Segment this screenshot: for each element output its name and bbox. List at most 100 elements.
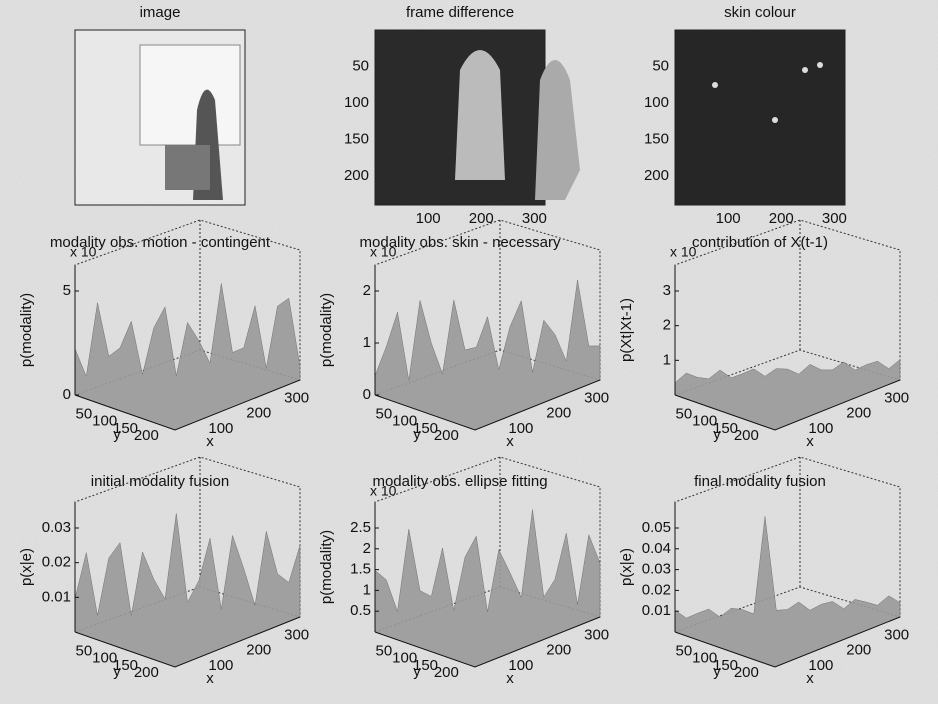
y-tick-label: 200 — [734, 664, 759, 681]
panel-title: modality obs. motion - contingent — [50, 234, 271, 251]
x-axis-label: x — [206, 670, 214, 687]
scale-label: x 10 — [70, 244, 97, 260]
y-tick-label: 150 — [413, 420, 438, 437]
z-tick-label: 0.04 — [642, 540, 671, 557]
z-tick-label: 1 — [363, 581, 371, 598]
z-axis-label: p(modality) — [18, 293, 35, 367]
x-tick-label: 300 — [884, 627, 909, 644]
x-tick-label: 300 — [284, 390, 309, 407]
y-tick-label: 100 — [392, 650, 417, 667]
y-tick-label: 100 — [392, 413, 417, 430]
surface — [674, 359, 901, 431]
y-tick-label: 150 — [344, 130, 369, 147]
z-tick-label: 2 — [363, 282, 371, 299]
y-tick-label: 150 — [713, 420, 738, 437]
z-axis-label: p(modality) — [318, 530, 335, 604]
y-tick-label: 200 — [134, 427, 159, 444]
surface — [74, 283, 301, 431]
floor-edge — [374, 616, 601, 668]
silhouette — [535, 60, 580, 200]
z-tick-label: 2 — [663, 317, 671, 334]
y-tick-label: 200 — [434, 664, 459, 681]
z-tick-label: 1 — [663, 351, 671, 368]
y-axis-label: y — [413, 426, 421, 443]
surface — [374, 279, 601, 431]
x-tick-label: 100 — [508, 420, 533, 437]
y-tick-label: 100 — [344, 94, 369, 111]
x-tick-label: 300 — [884, 390, 909, 407]
y-tick-label: 50 — [352, 57, 369, 74]
y-tick-label: 100 — [644, 94, 669, 111]
x-tick-label: 300 — [584, 390, 609, 407]
z-tick-label: 0.03 — [42, 519, 71, 536]
surface — [374, 509, 601, 668]
skin-blob — [772, 117, 778, 123]
z-tick-label: 0.01 — [42, 588, 71, 605]
z-axis-label: p(x|e) — [618, 548, 635, 586]
panel-title: frame difference — [406, 4, 514, 21]
x-tick-label: 200 — [546, 405, 571, 422]
y-axis-label: y — [113, 426, 121, 443]
z-tick-label: 0.5 — [350, 602, 371, 619]
x-tick-label: 300 — [822, 210, 847, 227]
x-tick-label: 100 — [808, 657, 833, 674]
cart — [165, 145, 210, 190]
z-tick-label: 0.03 — [642, 561, 671, 578]
window — [139, 44, 241, 146]
x-axis-label: x — [206, 433, 214, 450]
skin-blob — [802, 67, 808, 73]
x-tick-label: 300 — [284, 627, 309, 644]
x-axis-label: x — [806, 670, 814, 687]
y-tick-label: 150 — [113, 657, 138, 674]
y-tick-label: 50 — [675, 405, 692, 422]
y-tick-label: 200 — [434, 427, 459, 444]
y-tick-label: 150 — [113, 420, 138, 437]
x-tick-label: 100 — [416, 210, 441, 227]
z-tick-label: 0.02 — [42, 554, 71, 571]
x-axis-label: x — [806, 433, 814, 450]
z-tick-label: 1.5 — [350, 561, 371, 578]
surface — [674, 516, 901, 668]
y-tick-label: 100 — [692, 650, 717, 667]
y-tick-label: 50 — [375, 642, 392, 659]
z-tick-label: 0 — [63, 386, 71, 403]
panel-title: initial modality fusion — [91, 473, 229, 490]
x-tick-label: 300 — [522, 210, 547, 227]
y-tick-label: 200 — [344, 167, 369, 184]
surface — [74, 513, 301, 668]
z-tick-label: 1 — [363, 334, 371, 351]
x-tick-label: 200 — [246, 642, 271, 659]
y-axis-label: y — [713, 663, 721, 680]
y-tick-label: 100 — [92, 413, 117, 430]
floor-edge — [674, 616, 901, 668]
y-tick-label: 50 — [75, 405, 92, 422]
skin-blob — [712, 82, 718, 88]
z-axis-label: p(x|e) — [18, 548, 35, 586]
scale-label: x 10 — [370, 483, 397, 499]
x-tick-label: 200 — [846, 642, 871, 659]
x-tick-label: 100 — [808, 420, 833, 437]
x-tick-label: 200 — [846, 405, 871, 422]
panel-title: skin colour — [724, 4, 796, 21]
z-tick-label: 2 — [363, 540, 371, 557]
floor-edge — [674, 379, 901, 431]
z-tick-label: 0.01 — [642, 602, 671, 619]
x-tick-label: 200 — [246, 405, 271, 422]
x-tick-label: 200 — [769, 210, 794, 227]
floor-edge — [374, 379, 601, 431]
x-tick-label: 100 — [508, 657, 533, 674]
z-tick-label: 0 — [363, 386, 371, 403]
x-tick-label: 100 — [716, 210, 741, 227]
y-tick-label: 50 — [75, 642, 92, 659]
y-tick-label: 200 — [734, 427, 759, 444]
x-axis-label: x — [506, 670, 514, 687]
panel-title: image — [140, 4, 181, 21]
scale-label: x 10 — [670, 244, 697, 260]
y-tick-label: 50 — [375, 405, 392, 422]
y-tick-label: 200 — [134, 664, 159, 681]
z-tick-label: 3 — [663, 282, 671, 299]
y-tick-label: 200 — [644, 167, 669, 184]
image — [674, 29, 846, 206]
y-tick-label: 150 — [644, 130, 669, 147]
y-axis-label: y — [413, 663, 421, 680]
